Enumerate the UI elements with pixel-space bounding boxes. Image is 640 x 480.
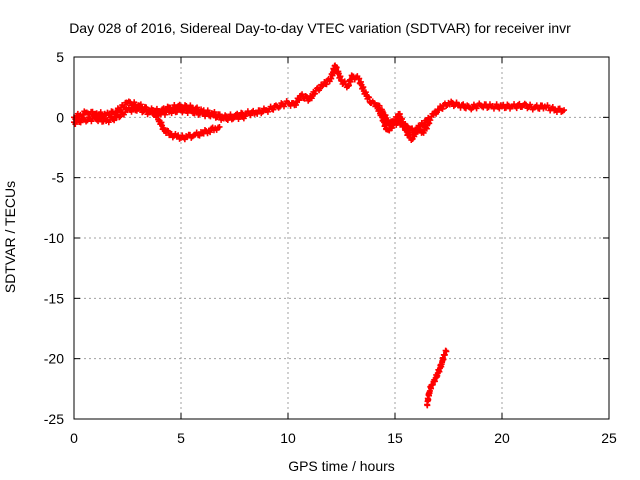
x-tick-label: 5 [177, 430, 185, 446]
x-tick-label: 0 [70, 430, 78, 446]
data-point-marker [425, 119, 432, 126]
data-point-marker [117, 113, 124, 120]
data-point-marker [460, 101, 467, 108]
data-point-marker [216, 123, 223, 130]
data-point-marker [270, 106, 277, 113]
y-tick-label: -25 [44, 411, 64, 427]
data-point-marker [207, 129, 214, 136]
y-tick-label: -20 [44, 351, 64, 367]
data-point-marker [409, 125, 416, 132]
data-point-marker [439, 105, 446, 112]
y-tick-label: -5 [52, 170, 65, 186]
x-tick-label: 20 [494, 430, 510, 446]
x-tick-label: 25 [601, 430, 617, 446]
data-point-marker [72, 121, 79, 128]
data-point-marker [423, 125, 430, 132]
y-tick-label: 5 [56, 49, 64, 65]
data-point-marker [168, 110, 175, 117]
data-point-marker [312, 90, 319, 97]
x-tick-label: 10 [280, 430, 296, 446]
chart-title: Day 028 of 2016, Sidereal Day-to-day VTE… [69, 20, 571, 36]
data-point-marker [296, 97, 303, 104]
data-point-marker [319, 82, 326, 89]
data-point-marker [293, 101, 300, 108]
data-point-marker [242, 113, 249, 120]
data-point-marker [116, 114, 123, 121]
y-tick-label: 0 [56, 109, 64, 125]
data-point-marker [362, 89, 369, 96]
data-point-marker [299, 91, 306, 98]
data-point-marker [561, 107, 568, 114]
data-point-marker [443, 348, 450, 355]
axis-ticks: 0 5 10 15 20 25 5 0 -5 -10 -15 -20 -25 [44, 49, 617, 446]
y-axis-label: SDTVAR / TECUs [2, 180, 18, 294]
data-point-marker [549, 104, 556, 111]
data-point-marker [128, 108, 135, 115]
x-axis-label: GPS time / hours [288, 458, 395, 474]
data-point-marker [323, 81, 330, 88]
data-point-marker [513, 105, 520, 112]
data-point-marker [148, 107, 155, 114]
data-point-marker [426, 120, 433, 127]
plot-frame [73, 56, 610, 420]
data-point-marker [516, 100, 523, 107]
data-point-marker [77, 119, 84, 126]
y-tick-label: -15 [44, 290, 64, 306]
data-point-marker [420, 129, 427, 136]
data-points [71, 62, 568, 409]
data-point-marker [264, 108, 271, 115]
data-point-marker [131, 104, 138, 111]
grid-lines [74, 57, 609, 419]
data-point-marker [165, 128, 172, 135]
data-point-marker [204, 109, 211, 116]
data-point-marker [443, 102, 450, 109]
y-tick-label: -10 [44, 230, 64, 246]
data-point-marker [366, 94, 373, 101]
data-point-marker [308, 95, 315, 102]
x-tick-label: 15 [387, 430, 403, 446]
